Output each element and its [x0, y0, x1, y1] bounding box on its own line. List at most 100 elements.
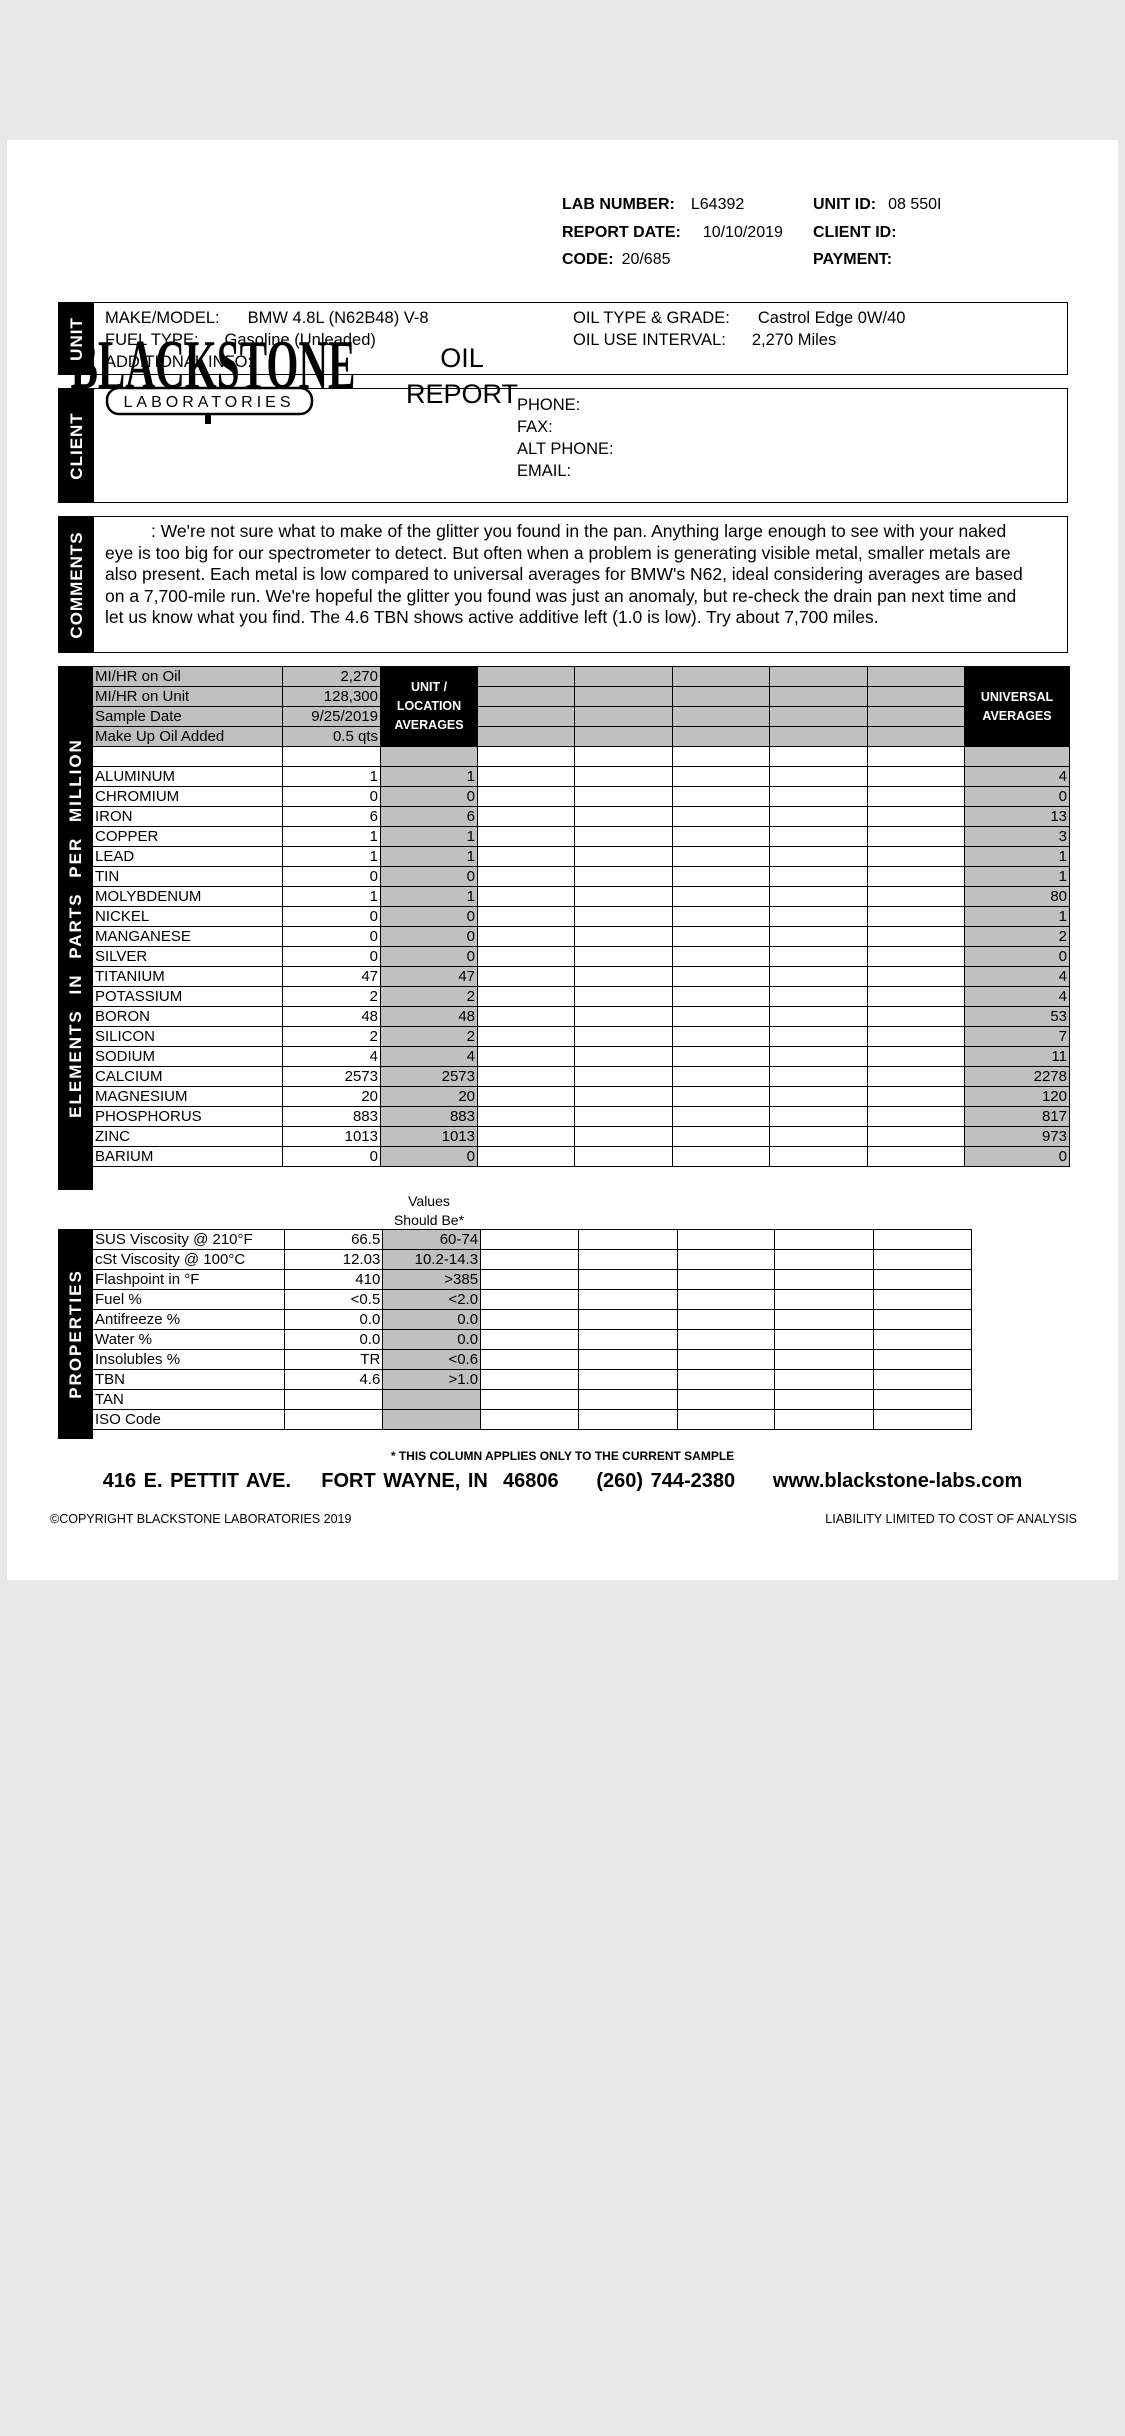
history-cell [676, 1249, 776, 1270]
property-should-be: 10.2-14.3 [382, 1249, 482, 1270]
history-cell [769, 706, 868, 727]
history-cell [672, 806, 770, 827]
history-cell [577, 1409, 678, 1430]
history-cell [480, 1249, 579, 1270]
sample-info-label: MI/HR on Oil [92, 666, 283, 687]
unit-avg-header: UNIT / LOCATION AVERAGES [380, 666, 478, 747]
history-cell [574, 726, 673, 747]
history-cell [769, 686, 868, 707]
element-value: 48 [282, 1006, 381, 1027]
history-cell [774, 1249, 875, 1270]
unit-section-label: UNIT [66, 316, 86, 361]
history-cell [873, 1349, 972, 1370]
element-row: BORON 48 48 53 [92, 1006, 1070, 1027]
history-cell [769, 866, 868, 887]
history-cell [769, 906, 868, 927]
element-universal-avg: 1 [964, 846, 1070, 867]
property-value [283, 1389, 384, 1410]
element-universal-avg: 817 [964, 1106, 1070, 1127]
history-cell [574, 706, 673, 727]
oil-interval-label: OIL USE INTERVAL: [573, 331, 726, 349]
unit-strip: UNIT [59, 303, 94, 374]
elements-table: MI/HR on Oil 2,270 UNIT / LOCATION AVERAGE… [92, 666, 1070, 1167]
history-cell [574, 906, 673, 927]
element-universal-avg: 13 [964, 806, 1070, 827]
element-row: CALCIUM 2573 2573 2278 [92, 1066, 1070, 1087]
blank-cell [92, 746, 283, 767]
element-universal-avg: 4 [964, 966, 1070, 987]
history-cell [672, 886, 770, 907]
element-row: ALUMINUM 1 1 4 [92, 766, 1070, 787]
element-row: TIN 0 0 1 [92, 866, 1070, 887]
history-cell [477, 1086, 575, 1107]
history-cell [867, 1106, 965, 1127]
history-cell [867, 986, 965, 1007]
history-cell [477, 906, 575, 927]
property-should-be: <2.0 [382, 1289, 482, 1310]
property-value: 4.6 [283, 1369, 384, 1390]
history-cell [867, 1146, 965, 1167]
blank-cell [964, 746, 1070, 767]
property-row: Water % 0.0 0.0 [92, 1329, 972, 1350]
property-should-be: 60-74 [382, 1229, 482, 1250]
history-cell [769, 766, 868, 787]
property-value [283, 1409, 384, 1430]
property-value: 0.0 [283, 1309, 384, 1330]
history-cell [672, 766, 770, 787]
alt-phone-label: ALT PHONE: [517, 440, 614, 458]
element-unit-avg: 1 [380, 886, 478, 907]
history-cell [867, 1086, 965, 1107]
element-name: IRON [92, 806, 283, 827]
element-name: ZINC [92, 1126, 283, 1147]
code: 20/685 [621, 251, 671, 268]
element-name: BORON [92, 1006, 283, 1027]
element-value: 0 [282, 866, 381, 887]
history-cell [769, 886, 868, 907]
report-title: OIL REPORT [392, 340, 532, 412]
history-cell [574, 946, 673, 967]
element-unit-avg: 0 [380, 866, 478, 887]
property-row: cSt Viscosity @ 100°C 12.03 10.2-14.3 [92, 1249, 972, 1270]
history-cell [672, 986, 770, 1007]
history-cell [477, 1126, 575, 1147]
blank-cell [867, 746, 965, 767]
blackstone-logo: BLACKSTONE LABORATORIES [71, 327, 356, 424]
history-cell [577, 1229, 678, 1250]
element-row: MAGNESIUM 20 20 120 [92, 1086, 1070, 1107]
history-cell [477, 1046, 575, 1067]
history-cell [676, 1329, 776, 1350]
property-row: TAN [92, 1389, 972, 1410]
history-cell [769, 786, 868, 807]
history-cell [672, 846, 770, 867]
history-cell [577, 1289, 678, 1310]
history-cell [867, 846, 965, 867]
oil-interval: 2,270 Miles [751, 331, 837, 349]
history-cell [577, 1349, 678, 1370]
history-cell [480, 1409, 579, 1430]
history-cell [574, 926, 673, 947]
history-cell [867, 766, 965, 787]
sample-info-label: Sample Date [92, 706, 283, 727]
element-unit-avg: 1 [380, 826, 478, 847]
client-section-label: CLIENT [66, 411, 86, 480]
history-cell [769, 826, 868, 847]
history-cell [867, 1026, 965, 1047]
history-cell [574, 866, 673, 887]
element-universal-avg: 120 [964, 1086, 1070, 1107]
history-cell [477, 806, 575, 827]
blank-cell [282, 746, 381, 767]
oil-type: Castrol Edge 0W/40 [757, 309, 906, 327]
element-universal-avg: 7 [964, 1026, 1070, 1047]
element-value: 883 [282, 1106, 381, 1127]
history-cell [574, 1106, 673, 1127]
property-row: SUS Viscosity @ 210°F 66.5 60-74 [92, 1229, 972, 1250]
property-name: TBN [92, 1369, 285, 1390]
history-cell [574, 1026, 673, 1047]
property-name: SUS Viscosity @ 210°F [92, 1229, 285, 1250]
should-be-line1: Values [408, 1193, 450, 1209]
element-value: 2 [282, 986, 381, 1007]
history-cell [672, 926, 770, 947]
element-row: NICKEL 0 0 1 [92, 906, 1070, 927]
lab-address: 416 E. PETTIT AVE. FORT WAYNE, IN 46806 … [102, 1470, 1023, 1492]
history-cell [769, 1086, 868, 1107]
